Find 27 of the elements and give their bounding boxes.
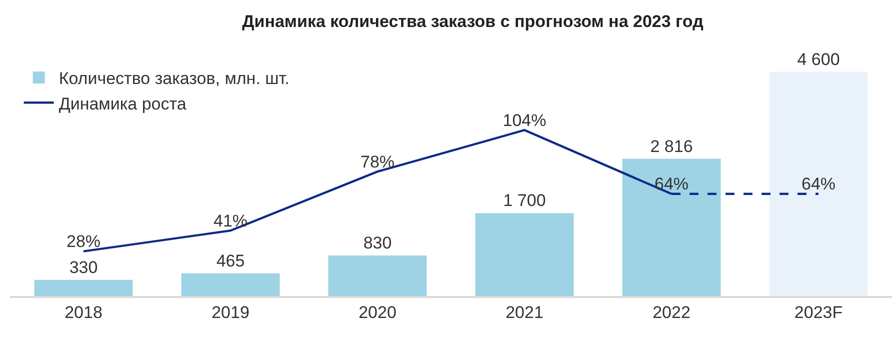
data-label: 4 600	[797, 50, 840, 69]
x-tick-label: 2022	[652, 303, 690, 322]
bar	[769, 72, 868, 296]
x-tick-label: 2019	[212, 303, 250, 322]
data-label: 41%	[213, 211, 248, 230]
bar	[34, 280, 133, 296]
x-tick-label: 2023F	[794, 303, 843, 322]
data-label: 64%	[801, 174, 836, 194]
legend-label: Количество заказов, млн. шт.	[58, 69, 290, 88]
data-label: 1 700	[503, 191, 546, 210]
data-label: 2 816	[650, 136, 693, 156]
data-label: 64%	[654, 174, 689, 194]
chart-title: Динамика количества заказов с прогнозом на 2023 год	[242, 12, 704, 32]
x-tick-label: 2020	[358, 303, 396, 322]
bar	[328, 256, 427, 296]
data-label: 830	[363, 234, 392, 253]
data-label: 78%	[360, 152, 395, 172]
x-tick-label: 2018	[64, 303, 102, 322]
data-label: 104%	[502, 110, 546, 130]
data-label: 330	[69, 258, 98, 277]
x-tick-label: 2021	[506, 303, 544, 322]
bar	[622, 158, 721, 296]
data-label: 28%	[66, 232, 101, 252]
legend-label: Динамика роста	[58, 94, 187, 114]
data-label: 465	[216, 251, 245, 270]
bar	[475, 213, 574, 296]
bar	[181, 273, 280, 296]
